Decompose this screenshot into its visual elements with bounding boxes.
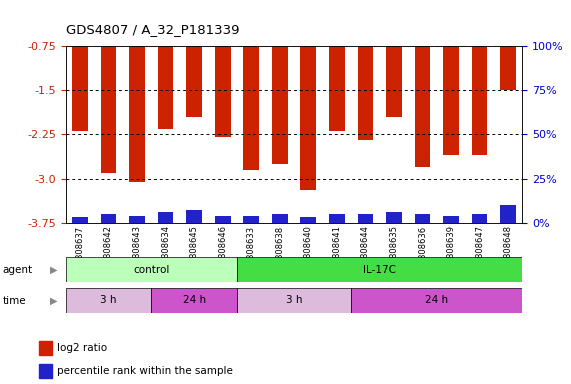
- Bar: [158, 212, 174, 223]
- Bar: [186, 46, 202, 117]
- Bar: [357, 46, 373, 140]
- Bar: [272, 214, 288, 223]
- Bar: [215, 46, 231, 137]
- Bar: [472, 46, 488, 155]
- Bar: [237, 257, 522, 282]
- Bar: [39, 341, 52, 355]
- Bar: [129, 46, 145, 182]
- Bar: [215, 216, 231, 223]
- Text: 24 h: 24 h: [183, 295, 206, 306]
- Text: 3 h: 3 h: [286, 295, 302, 306]
- Bar: [39, 364, 52, 378]
- Text: ▶: ▶: [50, 265, 57, 275]
- Bar: [351, 288, 522, 313]
- Bar: [151, 288, 237, 313]
- Bar: [300, 46, 316, 190]
- Bar: [66, 288, 151, 313]
- Text: control: control: [133, 265, 170, 275]
- Bar: [500, 205, 516, 223]
- Text: log2 ratio: log2 ratio: [57, 343, 107, 353]
- Bar: [243, 216, 259, 223]
- Bar: [443, 46, 459, 155]
- Bar: [386, 212, 402, 223]
- Bar: [300, 217, 316, 223]
- Text: 24 h: 24 h: [425, 295, 448, 306]
- Bar: [100, 46, 116, 173]
- Bar: [66, 257, 237, 282]
- Bar: [472, 214, 488, 223]
- Bar: [329, 214, 345, 223]
- Text: IL-17C: IL-17C: [363, 265, 396, 275]
- Bar: [158, 46, 174, 129]
- Bar: [72, 217, 88, 223]
- Bar: [237, 288, 351, 313]
- Bar: [415, 46, 431, 167]
- Bar: [72, 46, 88, 131]
- Bar: [443, 216, 459, 223]
- Text: time: time: [3, 296, 26, 306]
- Bar: [329, 46, 345, 131]
- Bar: [386, 46, 402, 117]
- Bar: [415, 214, 431, 223]
- Text: agent: agent: [3, 265, 33, 275]
- Text: 3 h: 3 h: [100, 295, 116, 306]
- Bar: [243, 46, 259, 170]
- Bar: [129, 216, 145, 223]
- Text: percentile rank within the sample: percentile rank within the sample: [57, 366, 233, 376]
- Bar: [500, 46, 516, 90]
- Bar: [272, 46, 288, 164]
- Text: GDS4807 / A_32_P181339: GDS4807 / A_32_P181339: [66, 23, 239, 36]
- Bar: [357, 214, 373, 223]
- Bar: [186, 210, 202, 223]
- Bar: [100, 214, 116, 223]
- Text: ▶: ▶: [50, 296, 57, 306]
